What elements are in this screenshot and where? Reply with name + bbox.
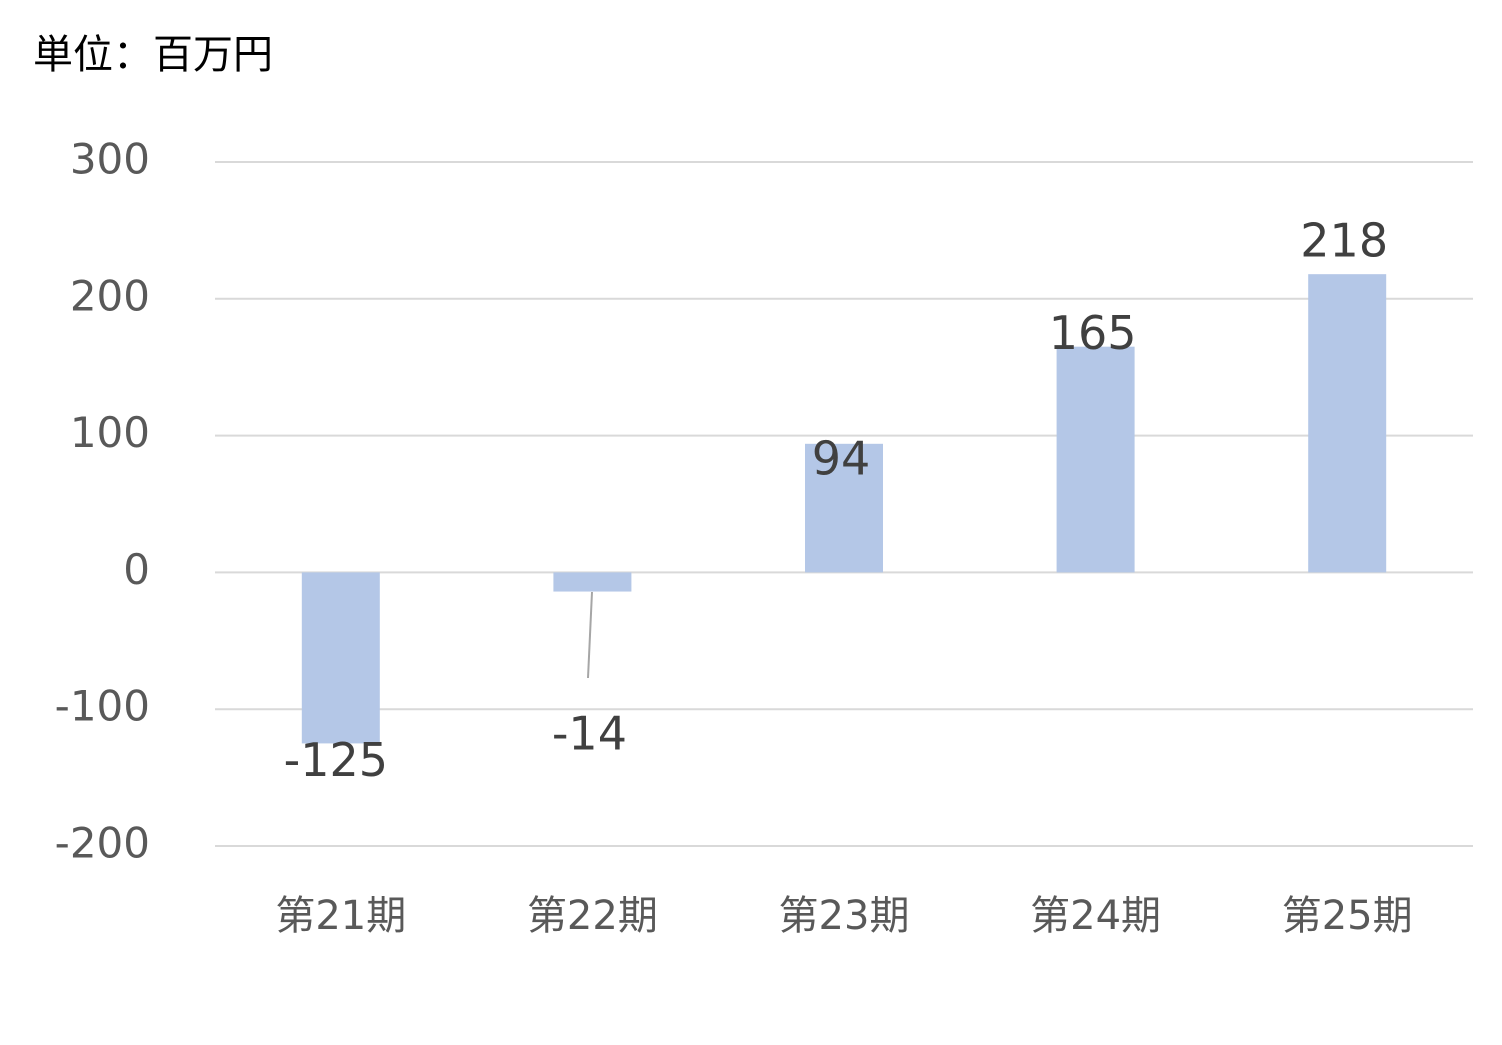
leader-line xyxy=(587,591,593,679)
bar xyxy=(301,572,380,744)
bar xyxy=(553,572,632,592)
x-tick-label: 第22期 xyxy=(527,893,658,939)
y-tick-label: 200 xyxy=(70,271,150,320)
chart-title: 単位：百万円 xyxy=(33,32,273,78)
data-label: 165 xyxy=(1049,306,1137,360)
data-label: 218 xyxy=(1300,214,1388,268)
y-tick-label: 300 xyxy=(70,135,150,184)
y-tick-label: 100 xyxy=(70,408,150,457)
x-tick-label: 第25期 xyxy=(1282,893,1413,939)
y-tick-label: 0 xyxy=(123,545,150,594)
y-tick-label: -100 xyxy=(55,682,150,731)
x-tick-label: 第23期 xyxy=(779,893,910,939)
data-label: -14 xyxy=(552,707,627,761)
bar xyxy=(1308,274,1387,573)
data-label: -125 xyxy=(284,733,388,787)
y-tick-label: -200 xyxy=(55,819,150,868)
data-label: 94 xyxy=(812,431,871,485)
x-tick-label: 第21期 xyxy=(275,893,406,939)
bar xyxy=(1056,346,1135,573)
bar xyxy=(805,443,883,573)
x-tick-label: 第24期 xyxy=(1030,893,1161,939)
